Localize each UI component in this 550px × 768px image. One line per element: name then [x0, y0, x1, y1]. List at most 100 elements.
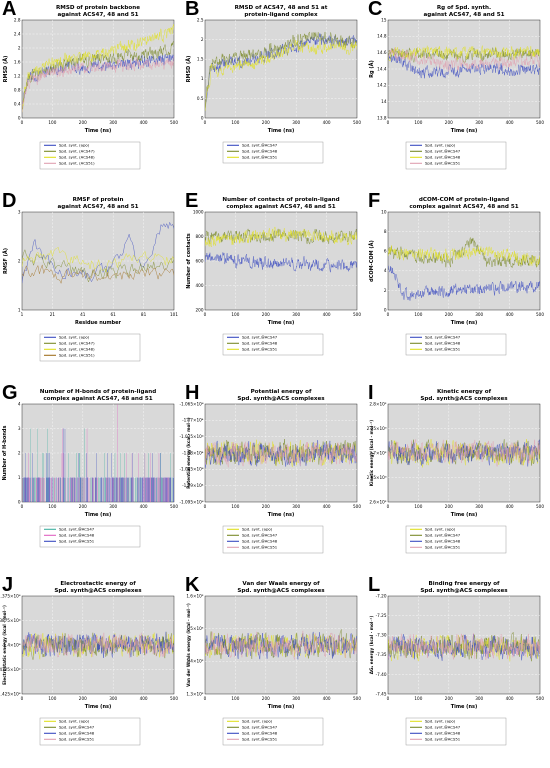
legend-label: Spd. synt.@ACS51	[59, 737, 95, 742]
x-tick-label: 100	[414, 696, 422, 701]
y-axis-label: Number of H-bonds	[2, 426, 8, 481]
series-line	[205, 630, 357, 660]
x-tick-label: 300	[475, 696, 483, 701]
x-tick-label: 100	[231, 504, 239, 509]
legend-label: Spd. synt.@ACS48	[59, 731, 95, 736]
x-tick-label: 500	[353, 120, 361, 125]
series-line	[22, 246, 174, 273]
chart-title: Binding free energy of	[429, 581, 501, 587]
y-tick-label: 3	[18, 426, 21, 431]
series-line	[388, 53, 540, 79]
y-tick-label: 2.8×10³	[369, 401, 386, 406]
series-group	[205, 31, 357, 112]
chart-panel-i: Kinetic energy of Spd. synth@ACS complexe…	[366, 382, 546, 570]
series-line	[388, 245, 540, 267]
panel-letter: I	[368, 382, 374, 404]
legend-box	[222, 141, 324, 164]
legend-label: Spd. synt.@ACS47	[242, 335, 278, 340]
x-axis-label: Residue number	[75, 320, 122, 326]
legend-label: Spd. synt.@ACS48	[59, 533, 95, 538]
x-tick-label: 500	[353, 504, 361, 509]
x-tick-label: 100	[414, 120, 422, 125]
y-axis-label: Kinetic energy (kcal · mol⁻¹)	[369, 420, 374, 486]
series-group	[388, 44, 540, 79]
y-axis-label: Van der Waals energy (kcal · mol⁻¹)	[186, 603, 191, 687]
y-tick-label: 6	[384, 249, 387, 254]
chart-title: against ACS47, 48 and 51	[57, 12, 138, 18]
y-tick-label: -7.45	[376, 691, 387, 696]
series-group	[22, 221, 174, 285]
x-tick-label: 100	[231, 120, 239, 125]
chart-title: protein-ligand complex	[244, 12, 318, 18]
legend-label: Spd. synt. (apo)	[242, 719, 273, 724]
x-axis-label: Time (ns)	[268, 704, 295, 710]
legend-box	[405, 717, 507, 746]
x-tick-label: 0	[387, 696, 390, 701]
legend-label: Spd. synt.@ACS48	[242, 731, 278, 736]
legend-label: Spd. synt.@ACS47	[425, 149, 461, 154]
y-tick-label: -1.425×10⁴	[0, 691, 21, 696]
chart-title: RMSF of protein	[73, 197, 124, 203]
series-line	[388, 633, 540, 660]
legend-label: Spd. synt.@ACS47	[59, 527, 95, 532]
y-tick-label: 0	[18, 115, 21, 120]
x-axis-label: Time (ns)	[451, 320, 478, 326]
legend-label: Spd. synt.@ACS47	[59, 725, 95, 730]
y-tick-label: 15	[381, 17, 387, 22]
x-tick-label: 500	[536, 312, 544, 317]
chart-panel-j: Electrostactic energy of Spd. synth@ACS c…	[0, 574, 180, 762]
x-tick-label: 100	[414, 504, 422, 509]
chart-title: Spd. synth@ACS complexes	[237, 588, 325, 594]
x-axis-label: Time (ns)	[85, 704, 112, 710]
x-tick-label: 0	[204, 696, 207, 701]
x-tick-label: 400	[506, 504, 514, 509]
chart-title: Number of contacts of protein-ligand	[222, 197, 339, 203]
legend-label: Spd. synt.@ACS48	[242, 149, 278, 154]
y-tick-label: 1	[18, 475, 21, 480]
legend-box	[405, 333, 507, 356]
x-tick-label: 400	[140, 696, 148, 701]
chart-title: Kinetic energy of	[437, 389, 492, 395]
chart-title: complex against ACS47, 48 and 51	[226, 204, 335, 210]
y-tick-label: 2	[384, 288, 387, 293]
x-tick-label: 0	[387, 312, 390, 317]
series-line	[22, 264, 174, 285]
y-tick-label: 4	[18, 401, 21, 406]
x-tick-label: 0	[204, 312, 207, 317]
legend-label: Spd. synt.@ACS51	[425, 545, 461, 550]
x-tick-label: 300	[109, 504, 117, 509]
x-tick-label: 81	[141, 312, 147, 317]
y-tick-label: 0.5	[197, 96, 204, 101]
chart-title: Number of H-bonds of protein-ligand	[40, 389, 156, 395]
chart-svg: Number of contacts of protein-ligandcomp…	[186, 197, 361, 356]
y-tick-label: 8	[384, 229, 387, 234]
chart-panel-b: RMSD of ACS47, 48 and 51 at protein-ligan…	[183, 0, 363, 186]
chart-title: RMSD of ACS47, 48 and 51 at	[235, 5, 328, 11]
y-axis-label: RMSF (Å)	[2, 248, 9, 274]
x-tick-label: 500	[536, 120, 544, 125]
legend-label: Spd. synt. (ACS51)	[59, 353, 95, 358]
chart-title: RMSD of protein backbone	[56, 5, 140, 11]
chart-svg: RMSD of ACS47, 48 and 51 atprotein-ligan…	[185, 5, 361, 164]
y-tick-label: 1.5	[197, 57, 204, 62]
x-tick-label: 41	[80, 312, 86, 317]
x-tick-label: 400	[506, 696, 514, 701]
y-tick-label: -1.07×10⁴	[182, 418, 204, 423]
y-tick-label: -7.35	[376, 652, 387, 657]
y-tick-label: 0	[201, 115, 204, 120]
panel-letter: G	[2, 382, 18, 404]
x-tick-label: 200	[262, 504, 270, 509]
legend-label: Spd. synt.@ACS47	[242, 725, 278, 730]
x-axis-label: Time (ns)	[268, 128, 295, 134]
chart-svg: Rg of Spd. synth.against ACS47, 48 and 5…	[368, 5, 544, 170]
y-tick-label: -7.20	[376, 593, 387, 598]
legend-label: Spd. synt. (apo)	[242, 527, 273, 532]
x-tick-label: 300	[475, 120, 483, 125]
legend-label: Spd. synt.@ACS51	[425, 737, 461, 742]
y-tick-label: -1.075×10⁴	[179, 434, 203, 439]
legend-box	[39, 141, 141, 170]
